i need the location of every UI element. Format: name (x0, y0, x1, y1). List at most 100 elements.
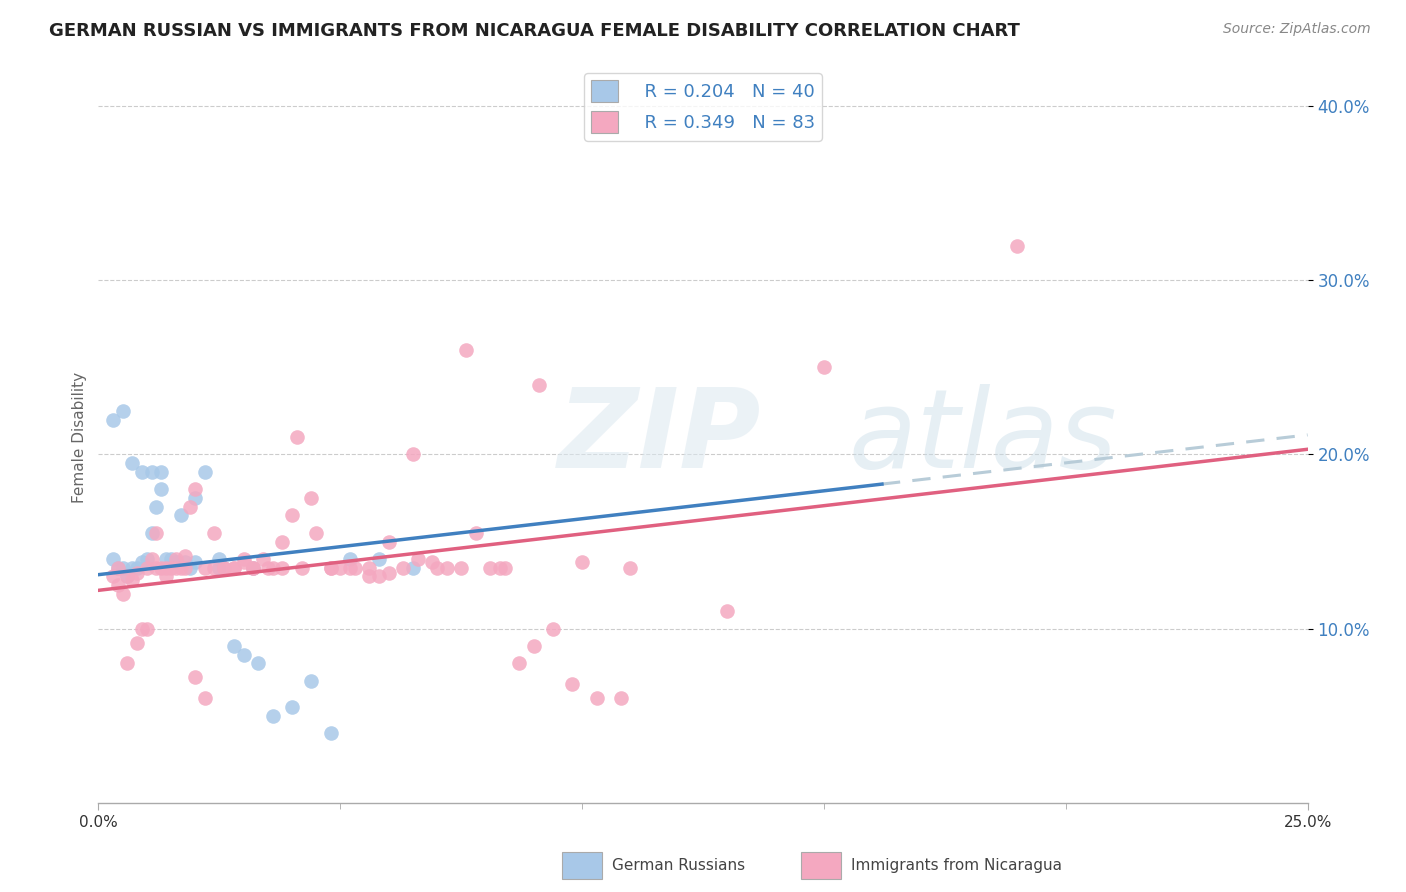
Point (150, 483, 173, 497)
Point (101, 569, 124, 583)
Point (155, 552, 177, 566)
Point (179, 500, 201, 514)
Point (101, 552, 124, 566)
Text: ZIP: ZIP (558, 384, 762, 491)
Point (135, 560, 157, 574)
Point (160, 552, 183, 566)
Point (368, 569, 391, 583)
Point (117, 569, 139, 583)
Point (402, 448, 425, 462)
Point (247, 657, 270, 671)
Point (160, 560, 183, 574)
Point (222, 560, 245, 574)
Point (111, 404, 134, 418)
Point (208, 560, 231, 574)
Point (179, 560, 201, 574)
Point (222, 639, 245, 653)
Point (392, 560, 415, 574)
Point (145, 525, 167, 540)
Point (271, 560, 294, 574)
Y-axis label: Female Disability: Female Disability (72, 371, 87, 503)
Point (242, 560, 264, 574)
Point (232, 552, 254, 566)
Point (252, 552, 274, 566)
Point (813, 360, 835, 375)
Point (121, 573, 143, 587)
Point (359, 569, 381, 583)
Point (464, 525, 486, 540)
Point (101, 412, 124, 426)
Point (585, 691, 607, 706)
Point (145, 500, 167, 514)
Point (242, 560, 264, 574)
Point (359, 560, 381, 574)
Point (610, 691, 633, 706)
Point (262, 560, 284, 574)
Point (420, 556, 443, 570)
Point (426, 560, 449, 574)
Point (527, 377, 550, 392)
Point (377, 534, 399, 549)
Point (479, 560, 502, 574)
Point (184, 556, 207, 570)
Point (368, 552, 391, 566)
Point (561, 677, 583, 691)
Point (256, 560, 278, 574)
Point (184, 670, 207, 684)
Point (165, 552, 187, 566)
Text: atlas: atlas (848, 384, 1116, 491)
Point (212, 560, 235, 574)
Point (343, 560, 366, 574)
Point (242, 560, 264, 574)
Point (174, 560, 197, 574)
Point (117, 657, 139, 671)
Point (165, 556, 187, 570)
Point (222, 560, 245, 574)
Point (619, 560, 641, 574)
Point (339, 552, 361, 566)
Point (571, 556, 593, 570)
Point (523, 639, 546, 653)
Point (329, 560, 352, 574)
Point (208, 552, 231, 566)
Point (155, 560, 177, 574)
Point (107, 560, 129, 574)
Point (299, 491, 322, 505)
Point (377, 566, 399, 580)
Point (454, 343, 477, 357)
Point (165, 556, 187, 570)
Point (232, 556, 254, 570)
Point (111, 587, 134, 601)
Point (494, 560, 516, 574)
Point (141, 552, 163, 566)
Point (135, 622, 157, 636)
Point (212, 560, 235, 574)
Point (281, 700, 304, 714)
Point (184, 483, 207, 497)
Point (174, 549, 197, 563)
Point (150, 560, 173, 574)
FancyBboxPatch shape (801, 852, 841, 879)
Point (450, 560, 472, 574)
Point (194, 465, 217, 479)
Point (489, 560, 512, 574)
Point (131, 465, 153, 479)
Point (127, 560, 149, 574)
Point (107, 578, 129, 592)
Point (716, 604, 738, 618)
Point (319, 560, 342, 574)
Point (271, 534, 294, 549)
Point (1007, 238, 1029, 252)
Point (131, 622, 153, 636)
Point (262, 708, 284, 723)
Text: Immigrants from Nicaragua: Immigrants from Nicaragua (851, 858, 1062, 872)
Point (169, 560, 191, 574)
Point (174, 556, 197, 570)
FancyBboxPatch shape (562, 852, 602, 879)
Point (232, 648, 254, 662)
Point (131, 556, 153, 570)
Point (339, 560, 361, 574)
Point (402, 560, 425, 574)
Point (165, 560, 187, 574)
Point (305, 525, 328, 540)
